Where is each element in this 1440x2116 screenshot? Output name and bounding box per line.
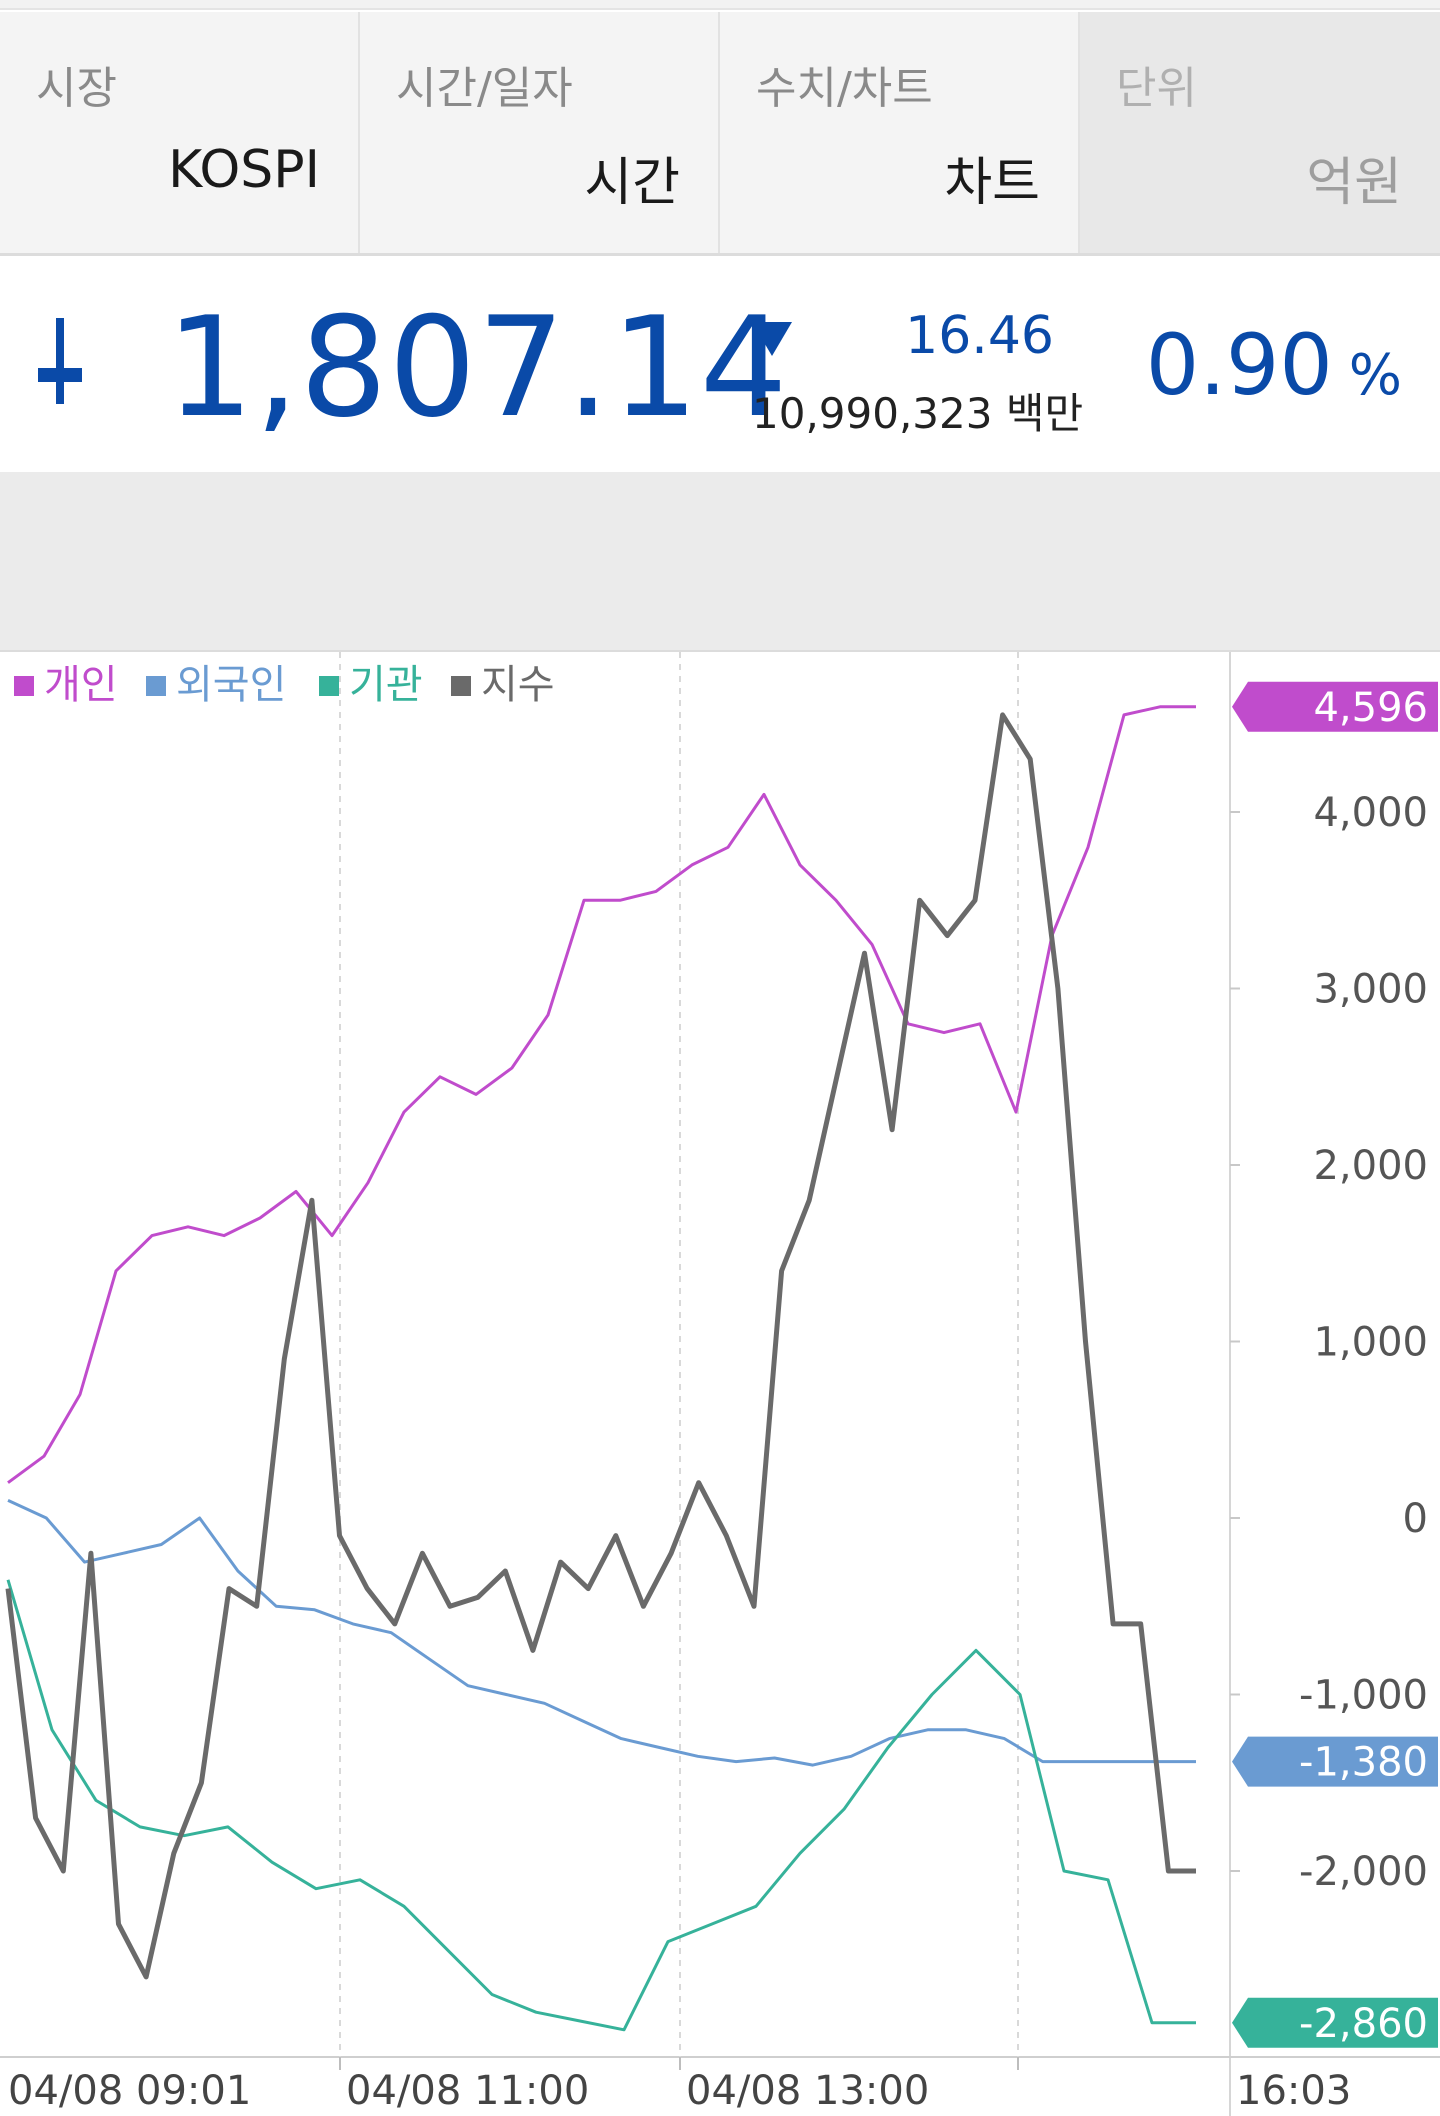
last-value-tag: [1232, 1997, 1438, 2048]
y-tick-label: -2,000: [1299, 1849, 1428, 1895]
x-tick-label: 04/08 13:00: [686, 2068, 929, 2114]
time-date-filter[interactable]: 시간/일자 시간: [360, 12, 720, 253]
legend-label: 외국인: [176, 662, 286, 708]
series-line: [6, 1579, 1196, 2032]
unit-filter-value: 억원: [1306, 153, 1402, 213]
y-tick-label: 1,000: [1313, 1320, 1428, 1366]
legend-swatch: [14, 676, 34, 696]
top-divider: [0, 0, 1440, 10]
time-date-filter-value: 시간: [584, 153, 680, 213]
trade-volume: 10,990,323 백만: [752, 389, 1084, 438]
legend-swatch: [146, 676, 166, 696]
down-arrow-icon: [38, 318, 82, 404]
y-tick-label: 3,000: [1313, 967, 1428, 1013]
value-chart-filter-label: 수치/차트: [756, 63, 933, 114]
filter-bar: 시장 KOSPI 시간/일자 시간 수치/차트 차트 단위 억원: [0, 12, 1440, 256]
gray-band: [0, 472, 1440, 652]
series-line: [7, 1499, 1196, 1767]
legend-swatch: [319, 676, 339, 696]
y-tick-label: 4,000: [1313, 790, 1428, 836]
index-price: 1,807.14: [166, 287, 789, 448]
legend-label: 개인: [44, 662, 118, 708]
y-tick-label: -1,000: [1299, 1673, 1428, 1719]
legend-label: 지수: [481, 662, 555, 708]
x-tick-label: 04/08 11:00: [346, 2068, 589, 2114]
investor-trend-chart[interactable]: 4,000 3,000 2,000 1,000 0 -1,000 -2,000 04/08 0…: [0, 652, 1440, 2116]
y-tick-label: 0: [1403, 1496, 1428, 1542]
market-filter-value: KOSPI: [168, 140, 320, 200]
last-value-tag: [1232, 1736, 1438, 1787]
change-percent-value: 0.90: [1145, 316, 1333, 414]
percent-symbol: %: [1348, 343, 1402, 408]
series-line: [7, 705, 1196, 1484]
market-filter-label: 시장: [36, 63, 117, 114]
series-line: [5, 712, 1196, 1980]
legend-label: 기관: [349, 662, 423, 708]
y-tick-label: 2,000: [1313, 1143, 1428, 1189]
time-date-filter-label: 시간/일자: [396, 63, 573, 114]
index-quote: 1,807.14 16.46 10,990,323 백만 0.90%: [0, 256, 1440, 472]
x-tick-label: 04/08 09:01: [8, 2068, 251, 2114]
value-chart-filter-value: 차트: [944, 153, 1040, 213]
index-change: 16.46: [905, 306, 1054, 366]
down-triangle-icon: [752, 322, 792, 356]
last-value-label: -1,380: [1299, 1740, 1428, 1786]
market-filter[interactable]: 시장 KOSPI: [0, 12, 360, 253]
unit-filter-label: 단위: [1116, 63, 1197, 114]
unit-filter: 단위 억원: [1080, 12, 1440, 253]
last-value-label: -2,860: [1299, 2001, 1428, 2047]
x-tick-label: 16:03: [1236, 2068, 1351, 2114]
value-chart-filter[interactable]: 수치/차트 차트: [720, 12, 1080, 253]
chart-svg: 4,000 3,000 2,000 1,000 0 -1,000 -2,000 04/08 0…: [0, 652, 1440, 2116]
legend-swatch: [451, 676, 471, 696]
last-value-tag: [1232, 681, 1438, 732]
last-value-label: 4,596: [1313, 685, 1428, 731]
change-percent: 0.90%: [1146, 316, 1402, 414]
